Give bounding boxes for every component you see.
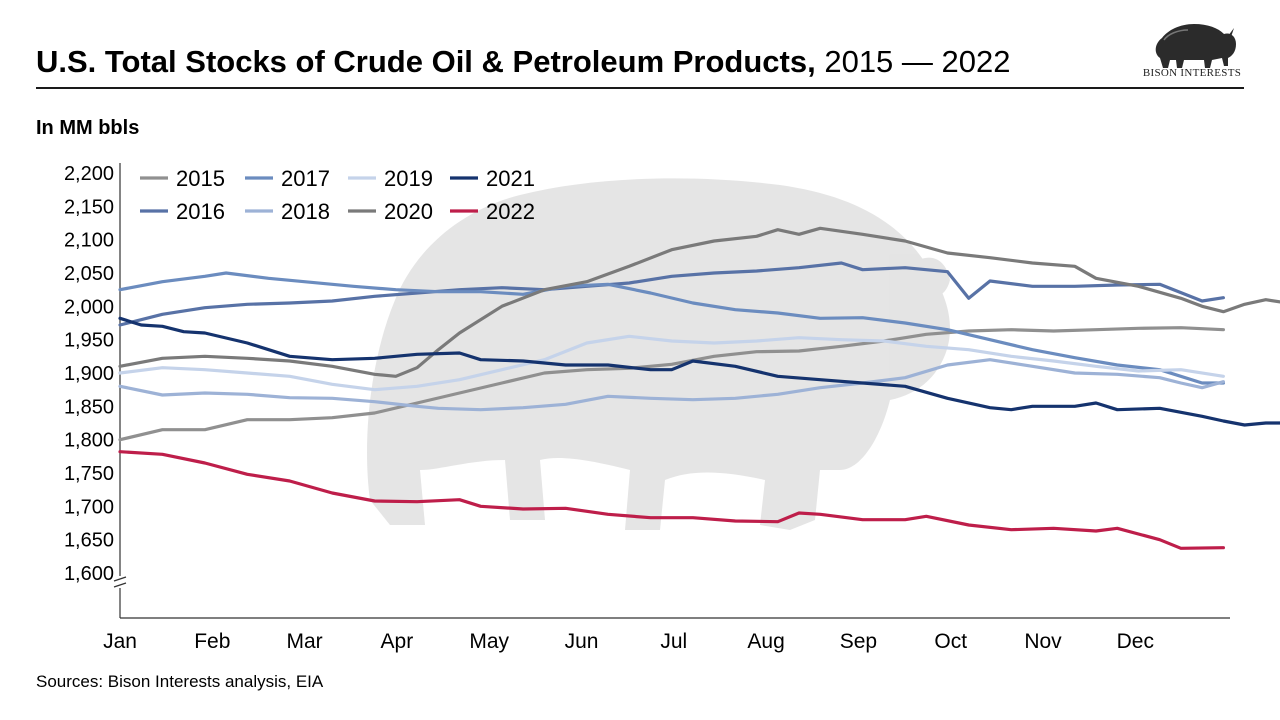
line-chart: 1,600 1,650 1,700 1,750 1,800 1,850 1,900 1,950…	[64, 163, 1280, 653]
y-tick-label: 2,000	[64, 296, 114, 318]
y-tick-label: 2,100	[64, 230, 114, 252]
bison-logo-icon	[1155, 24, 1236, 68]
chart-title: U.S. Total Stocks of Crude Oil & Petrole…	[36, 44, 1010, 80]
legend-item-2020: 2020	[348, 199, 433, 224]
series-lines	[118, 226, 1280, 550]
x-tick-label: Apr	[381, 630, 414, 653]
title-years: 2015 — 2022	[815, 44, 1011, 79]
title-divider	[36, 87, 1244, 89]
legend-label: 2018	[281, 199, 330, 224]
legend-label: 2017	[281, 166, 330, 191]
series-line-2021	[118, 316, 1280, 427]
x-tick-label: Nov	[1024, 630, 1062, 653]
y-tick-label: 1,700	[64, 496, 114, 518]
x-tick-label: Feb	[194, 630, 230, 653]
legend-label: 2021	[486, 166, 535, 191]
legend-item-2019: 2019	[348, 166, 433, 191]
legend-item-2022: 2022	[450, 199, 535, 224]
legend-item-2017: 2017	[245, 166, 330, 191]
x-tick-label: Aug	[747, 630, 784, 653]
legend-item-2016: 2016	[140, 199, 225, 224]
y-tick-label: 1,600	[64, 563, 114, 585]
unit-label: In MM bbls	[36, 117, 140, 139]
x-tick-label: Jan	[103, 630, 137, 653]
y-tick-label: 1,750	[64, 463, 114, 485]
legend-label: 2019	[384, 166, 433, 191]
y-tick-label: 1,800	[64, 430, 114, 452]
legend-label: 2016	[176, 199, 225, 224]
source-note: Sources: Bison Interests analysis, EIA	[36, 672, 324, 691]
legend: 2015 2017 2019 2021 2016 2018 2020 2022	[140, 166, 535, 224]
y-tick-label: 1,850	[64, 396, 114, 418]
y-tick-label: 2,200	[64, 163, 114, 185]
series-line-2020	[118, 226, 1280, 378]
y-tick-label: 1,900	[64, 363, 114, 385]
x-tick-label: Jul	[660, 630, 687, 653]
legend-item-2021: 2021	[450, 166, 535, 191]
x-axis: Jan Feb Mar Apr May Jun Jul Aug Sep Oct Nov Dec	[103, 617, 1230, 653]
legend-item-2015: 2015	[140, 166, 225, 191]
logo-text: BISON INTERESTS	[1142, 67, 1242, 79]
y-tick-label: 1,650	[64, 530, 114, 552]
y-tick-label: 1,950	[64, 330, 114, 352]
x-tick-label: Oct	[934, 630, 967, 653]
legend-label: 2020	[384, 199, 433, 224]
series-line-2022	[118, 450, 1225, 550]
y-axis: 1,600 1,650 1,700 1,750 1,800 1,850 1,900 1,950…	[64, 163, 127, 618]
title-bold: U.S. Total Stocks of Crude Oil & Petrole…	[36, 44, 816, 79]
x-tick-label: May	[469, 630, 509, 653]
x-tick-label: Mar	[287, 630, 323, 653]
x-tick-label: Jun	[565, 630, 599, 653]
series-line-2017	[118, 271, 1225, 385]
series-line-2019	[118, 334, 1225, 392]
series-line-2015	[118, 326, 1225, 442]
series-line-2016	[118, 261, 1225, 327]
y-tick-label: 2,150	[64, 196, 114, 218]
x-tick-label: Dec	[1117, 630, 1154, 653]
y-tick-label: 2,050	[64, 263, 114, 285]
legend-label: 2022	[486, 199, 535, 224]
legend-item-2018: 2018	[245, 199, 330, 224]
axis-break-mark	[113, 576, 127, 588]
x-tick-label: Sep	[840, 630, 877, 653]
legend-label: 2015	[176, 166, 225, 191]
series-line-2018	[118, 358, 1225, 412]
